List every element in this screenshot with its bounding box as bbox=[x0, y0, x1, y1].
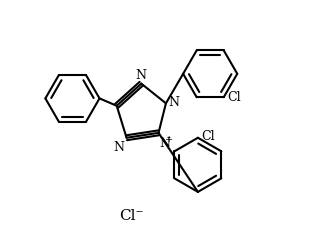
Text: N: N bbox=[160, 137, 171, 150]
Text: Cl: Cl bbox=[202, 130, 215, 143]
Text: Cl: Cl bbox=[227, 91, 241, 104]
Text: N: N bbox=[168, 96, 179, 108]
Text: N: N bbox=[136, 69, 147, 82]
Text: N: N bbox=[114, 141, 125, 154]
Text: Cl⁻: Cl⁻ bbox=[119, 210, 144, 223]
Text: +: + bbox=[165, 135, 173, 144]
